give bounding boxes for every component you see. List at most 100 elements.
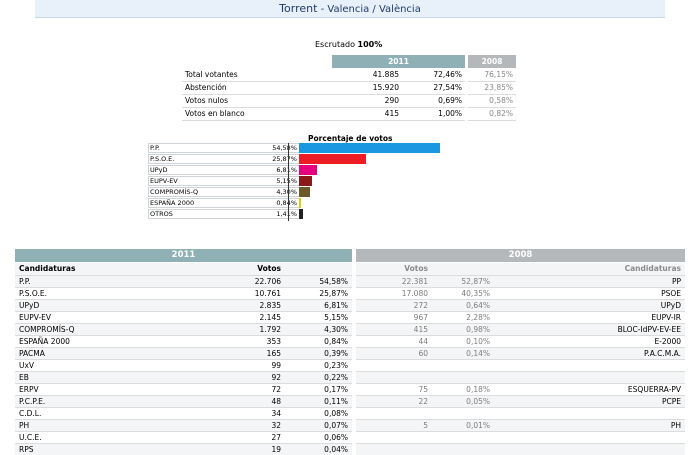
candidate-name-2008: EUPV-IR xyxy=(494,311,685,324)
table-row: PACMA 165 0,39% xyxy=(15,347,352,360)
candidate-name-2008 xyxy=(494,359,685,372)
candidate-name: EUPV-EV xyxy=(15,311,215,324)
title-separator: - xyxy=(317,4,328,15)
candidate-votes: 92 xyxy=(215,371,285,384)
candidate-pct-2008 xyxy=(432,359,494,372)
candidate-name: COMPROMÍS-Q xyxy=(15,323,215,336)
candidate-votes: 10.761 xyxy=(215,287,285,300)
table-row: COMPROMÍS-Q 1.792 4,30% xyxy=(15,323,352,336)
summary-header-2008: 2008 xyxy=(468,55,516,68)
summary-votes: 15.920 xyxy=(332,81,402,95)
results-header-2008: 2008 xyxy=(356,249,685,262)
table-row: 415 0,98% BLOC-IdPV-EV-EE xyxy=(356,323,685,336)
candidate-name-2008 xyxy=(494,371,685,384)
summary-pct-2008: 23,85% xyxy=(468,81,516,95)
candidate-votes-2008 xyxy=(356,359,432,372)
candidate-pct: 0,23% xyxy=(285,359,352,372)
candidate-name: P.C.P.E. xyxy=(15,395,215,408)
chart-value-label: 25,87% xyxy=(272,155,297,163)
candidate-votes-2008: 75 xyxy=(356,383,432,396)
chart-row-frame xyxy=(148,154,299,164)
candidate-name: UPyD xyxy=(15,299,215,312)
summary-pct: 1,00% xyxy=(402,107,465,121)
candidate-pct-2008: 0,14% xyxy=(432,347,494,360)
candidate-votes-2008 xyxy=(356,371,432,384)
candidate-votes: 165 xyxy=(215,347,285,360)
candidate-votes: 34 xyxy=(215,407,285,420)
summary-label: Total votantes xyxy=(182,68,332,82)
summary-pct: 27,54% xyxy=(402,81,465,95)
col-candidaturas-2008: Candidaturas xyxy=(494,263,685,276)
candidate-pct: 0,08% xyxy=(285,407,352,420)
table-row xyxy=(356,371,685,384)
candidate-name-2008 xyxy=(494,431,685,444)
table-row: 22 0,05% PCPE xyxy=(356,395,685,408)
table-row: 22.381 52,87% PP xyxy=(356,275,685,288)
candidate-pct-2008 xyxy=(432,407,494,420)
candidate-votes: 72 xyxy=(215,383,285,396)
candidate-pct: 5,15% xyxy=(285,311,352,324)
candidate-votes-2008 xyxy=(356,443,432,455)
table-row: 60 0,14% P.A.C.M.A. xyxy=(356,347,685,360)
chart-row-frame xyxy=(148,176,299,186)
summary-pct-2008: 0,58% xyxy=(468,94,516,108)
chart-value-label: 4,30% xyxy=(276,188,297,196)
table-row: U.C.E. 27 0,06% xyxy=(15,431,352,444)
candidate-name-2008: ESQUERRA-PV xyxy=(494,383,685,396)
summary-row: Total votantes 41.885 72,46% 76,15% xyxy=(182,68,516,82)
col-votos: Votos xyxy=(215,263,285,276)
candidate-name: P.S.O.E. xyxy=(15,287,215,300)
candidate-votes: 2.835 xyxy=(215,299,285,312)
chart-value-label: 54,58% xyxy=(272,144,297,152)
candidate-votes: 22.706 xyxy=(215,275,285,288)
candidate-pct-2008: 0,05% xyxy=(432,395,494,408)
candidate-name-2008: P.A.C.M.A. xyxy=(494,347,685,360)
candidate-votes-2008: 17.080 xyxy=(356,287,432,300)
summary-pct: 72,46% xyxy=(402,68,465,82)
candidate-name: ESPAÑA 2000 xyxy=(15,335,215,348)
table-row: P.P. 22.706 54,58% xyxy=(15,275,352,288)
chart-bar xyxy=(299,143,440,153)
col-pct-empty xyxy=(285,263,352,276)
candidate-name: EB xyxy=(15,371,215,384)
table-row xyxy=(356,443,685,455)
col-candidaturas: Candidaturas xyxy=(15,263,215,276)
chart-value-label: 5,15% xyxy=(276,177,297,185)
candidate-pct-2008: 0,98% xyxy=(432,323,494,336)
results-table-2011: Candidaturas Votos P.P. 22.706 54,58% P.S.O… xyxy=(15,263,352,455)
candidate-votes-2008: 967 xyxy=(356,311,432,324)
chart-row-frame xyxy=(148,209,299,219)
summary-label: Abstención xyxy=(182,81,332,95)
col-votos-2008: Votos xyxy=(356,263,432,276)
candidate-name: ERPV xyxy=(15,383,215,396)
candidate-pct-2008: 0,18% xyxy=(432,383,494,396)
chart-row: P.S.O.E. 25,87% xyxy=(148,154,448,164)
table-row: 44 0,10% E-2000 xyxy=(356,335,685,348)
chart-category-label: EUPV-EV xyxy=(150,177,178,185)
results-header-2011: 2011 xyxy=(15,249,352,262)
summary-corner xyxy=(182,55,332,68)
candidate-name: P.P. xyxy=(15,275,215,288)
table-row: 967 2,28% EUPV-IR xyxy=(356,311,685,324)
candidate-votes-2008: 415 xyxy=(356,323,432,336)
candidate-pct: 0,22% xyxy=(285,371,352,384)
candidate-pct-2008: 40,35% xyxy=(432,287,494,300)
chart-row: UPyD 6,81% xyxy=(148,165,448,175)
candidate-votes: 19 xyxy=(215,443,285,455)
candidate-votes: 32 xyxy=(215,419,285,432)
candidate-pct-2008: 0,01% xyxy=(432,419,494,432)
chart-bar xyxy=(299,198,302,208)
candidate-votes: 1.792 xyxy=(215,323,285,336)
summary-header-2011: 2011 xyxy=(332,55,465,68)
summary-row: Votos en blanco 415 1,00% 0,82% xyxy=(182,107,516,121)
table-row: UPyD 2.835 6,81% xyxy=(15,299,352,312)
candidate-pct: 25,87% xyxy=(285,287,352,300)
candidate-pct: 0,17% xyxy=(285,383,352,396)
candidate-votes: 2.145 xyxy=(215,311,285,324)
table-row: P.S.O.E. 10.761 25,87% xyxy=(15,287,352,300)
candidate-name-2008: PH xyxy=(494,419,685,432)
chart-bar xyxy=(299,187,311,197)
table-row xyxy=(356,359,685,372)
summary-row: Votos nulos 290 0,69% 0,58% xyxy=(182,94,516,108)
chart-category-label: COMPROMÍS-Q xyxy=(150,188,199,196)
